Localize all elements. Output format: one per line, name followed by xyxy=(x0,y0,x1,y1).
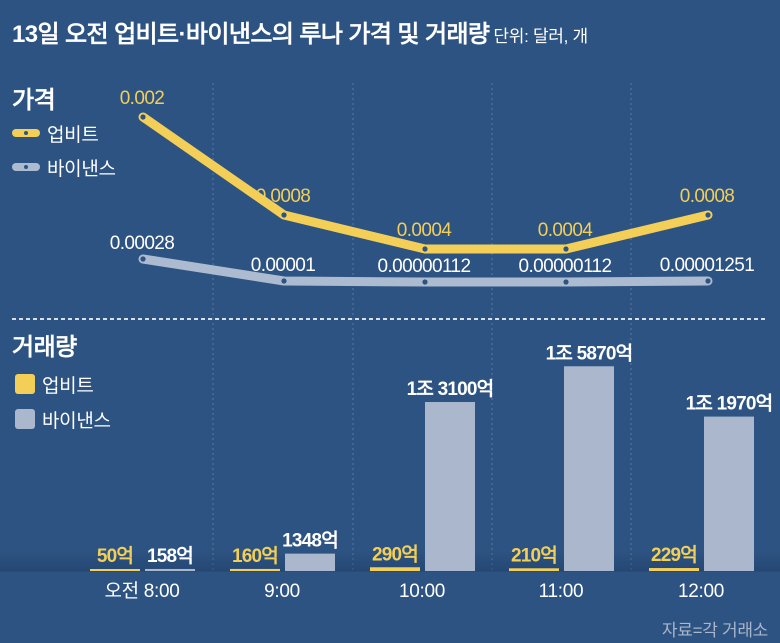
source-note: 자료=각 거래소 xyxy=(661,621,768,640)
binance-price-point xyxy=(705,278,711,284)
upbit-volume-label: 160억 xyxy=(232,545,278,567)
legend-label: 업비트 xyxy=(42,375,94,397)
binance-volume-label: 1348억 xyxy=(282,530,338,552)
binance-volume-bar xyxy=(145,568,195,571)
upbit-price-label: 0.0008 xyxy=(256,186,311,207)
binance-price-label: 0.00000112 xyxy=(519,256,612,277)
volume-legend-binance: 바이낸스 xyxy=(12,408,111,432)
upbit-price-point xyxy=(563,246,569,252)
legend-label: 업비트 xyxy=(47,124,99,146)
binance-volume-label: 1조 5870억 xyxy=(546,342,633,364)
price-legend-binance: 바이낸스 xyxy=(12,156,116,180)
upbit-volume-label: 210억 xyxy=(511,544,557,566)
gray-line-legend-icon xyxy=(12,163,40,171)
yellow-square-legend-icon xyxy=(15,374,35,394)
upbit-volume-bar xyxy=(230,568,280,571)
yellow-line-legend-icon xyxy=(12,129,40,137)
binance-price-point xyxy=(281,278,287,284)
upbit-volume-bar xyxy=(370,567,420,571)
upbit-price-label: 0.0004 xyxy=(397,220,453,241)
upbit-price-point xyxy=(281,212,287,218)
upbit-price-point xyxy=(422,246,428,252)
binance-price-point xyxy=(563,279,569,285)
x-axis-tick-label: 10:00 xyxy=(399,581,445,602)
x-axis-tick-label: 11:00 xyxy=(539,581,584,602)
binance-volume-label: 1조 3100억 xyxy=(407,378,494,400)
legend-label: 바이낸스 xyxy=(47,158,116,180)
gray-square-legend-icon xyxy=(15,409,35,429)
upbit-price-label: 0.0004 xyxy=(538,220,594,241)
volume-section-title: 거래량 xyxy=(12,334,77,361)
volume-legend-upbit: 업비트 xyxy=(12,373,94,397)
upbit-volume-bar xyxy=(649,568,699,571)
upbit-volume-label: 229억 xyxy=(651,544,697,566)
binance-volume-bar xyxy=(704,416,754,571)
x-axis-tick-label: 9:00 xyxy=(264,581,300,602)
header: 13일 오전 업비트·바이낸스의 루나 가격 및 거래량 단위: 달러, 개 xyxy=(12,14,588,49)
upbit-volume-bar xyxy=(90,569,140,571)
upbit-volume-bar xyxy=(509,568,559,571)
chart-labels: 0.002 0.0008 0.0004 0.0004 0.0008 0.00028 0.00… xyxy=(97,88,773,567)
binance-volume-label: 1조 1970억 xyxy=(686,393,773,415)
upbit-price-point xyxy=(140,114,146,120)
price-lines xyxy=(138,112,713,287)
binance-volume-label: 158억 xyxy=(147,545,193,567)
price-section-title: 가격 xyxy=(12,87,56,114)
binance-price-point xyxy=(140,256,146,262)
x-axis-tick-label: 오전 8:00 xyxy=(104,580,179,602)
binance-price-label: 0.00000112 xyxy=(378,256,471,277)
binance-volume-bar xyxy=(425,402,475,571)
binance-price-point xyxy=(422,279,428,285)
binance-volume-bar xyxy=(285,553,335,571)
binance-price-label: 0.00028 xyxy=(110,233,175,254)
upbit-price-label: 0.0008 xyxy=(680,186,735,207)
legend-label: 바이낸스 xyxy=(42,410,111,432)
binance-price-label: 0.00001251 xyxy=(660,255,754,276)
x-axis: 오전 8:00 9:00 10:00 11:00 12:00 xyxy=(104,580,724,602)
volume-bars xyxy=(90,366,754,571)
binance-volume-bar xyxy=(564,366,614,571)
upbit-volume-label: 50억 xyxy=(97,545,133,567)
unit-note: 단위: 달러, 개 xyxy=(493,27,588,46)
upbit-price-label: 0.002 xyxy=(120,88,165,109)
price-legend-upbit: 업비트 xyxy=(12,122,99,146)
upbit-price-point xyxy=(705,212,711,218)
page-title: 13일 오전 업비트·바이낸스의 루나 가격 및 거래량 xyxy=(12,21,490,48)
binance-price-label: 0.00001 xyxy=(251,255,316,276)
upbit-volume-label: 290억 xyxy=(372,543,418,565)
x-axis-tick-label: 12:00 xyxy=(678,581,724,602)
